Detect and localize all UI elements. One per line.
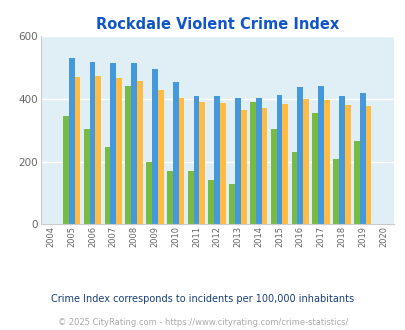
Bar	[311, 113, 318, 224]
Bar	[193, 96, 199, 224]
Bar	[116, 78, 122, 224]
Bar	[261, 108, 267, 224]
Bar	[344, 105, 350, 224]
Bar	[249, 102, 255, 224]
Bar	[158, 90, 163, 224]
Bar	[187, 171, 193, 224]
Bar	[83, 129, 90, 224]
Bar	[338, 96, 344, 224]
Bar	[282, 104, 288, 224]
Text: Crime Index corresponds to incidents per 100,000 inhabitants: Crime Index corresponds to incidents per…	[51, 294, 354, 304]
Bar	[270, 129, 276, 224]
Bar	[151, 69, 158, 224]
Bar	[220, 103, 225, 224]
Bar	[318, 86, 323, 224]
Bar	[199, 102, 205, 224]
Bar	[229, 183, 234, 224]
Bar	[104, 147, 110, 224]
Bar	[364, 106, 371, 224]
Bar	[234, 98, 240, 224]
Bar	[214, 96, 220, 224]
Bar	[303, 99, 308, 224]
Bar	[146, 162, 151, 224]
Bar	[131, 63, 136, 224]
Bar	[208, 180, 214, 224]
Bar	[95, 76, 101, 224]
Bar	[323, 100, 329, 224]
Bar	[291, 152, 297, 224]
Bar	[136, 81, 143, 224]
Bar	[353, 141, 359, 224]
Bar	[75, 77, 80, 224]
Legend: Rockdale, Texas, National: Rockdale, Texas, National	[94, 328, 339, 330]
Bar	[333, 159, 338, 224]
Bar	[69, 58, 75, 224]
Bar	[297, 87, 303, 224]
Bar	[90, 62, 95, 224]
Bar	[240, 110, 246, 224]
Text: © 2025 CityRating.com - https://www.cityrating.com/crime-statistics/: © 2025 CityRating.com - https://www.city…	[58, 318, 347, 327]
Bar	[255, 98, 261, 224]
Bar	[178, 98, 184, 224]
Bar	[166, 171, 172, 224]
Bar	[63, 116, 69, 224]
Bar	[172, 82, 178, 224]
Bar	[110, 63, 116, 224]
Title: Rockdale Violent Crime Index: Rockdale Violent Crime Index	[95, 17, 338, 32]
Bar	[125, 86, 131, 224]
Bar	[276, 95, 282, 224]
Bar	[359, 93, 364, 224]
